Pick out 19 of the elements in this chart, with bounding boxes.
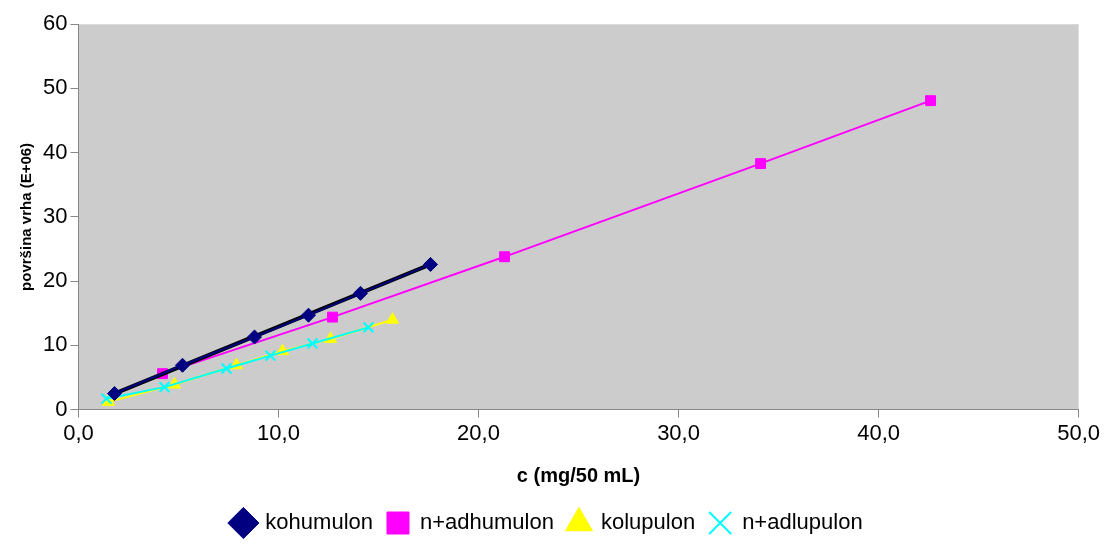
y-tick-label: 20 — [42, 267, 68, 293]
x-tick-label: 40,0 — [857, 419, 900, 445]
y-tick-label: 0 — [55, 395, 68, 421]
y-tick-label: 30 — [42, 202, 68, 228]
legend-label: kolupulon — [600, 509, 696, 535]
legend-label: n+adlupulon — [742, 509, 863, 535]
y-tick-label: 10 — [42, 331, 68, 357]
x-tick-label: 30,0 — [657, 419, 700, 445]
y-axis-title: površina vrha (E+06) — [17, 142, 35, 291]
x-tick-label: 20,0 — [457, 419, 500, 445]
y-tick-label: 60 — [42, 10, 68, 36]
x-axis-title: c (mg/50 mL) — [516, 463, 641, 486]
x-tick-label: 10,0 — [257, 419, 300, 445]
legend-label: kohumulon — [265, 509, 374, 535]
y-tick-label: 40 — [42, 138, 68, 164]
x-tick-label: 50,0 — [1057, 419, 1100, 445]
legend-label: n+adhumulon — [419, 509, 554, 535]
x-tick-label: 0,0 — [63, 419, 94, 445]
y-tick-label: 50 — [42, 74, 68, 100]
